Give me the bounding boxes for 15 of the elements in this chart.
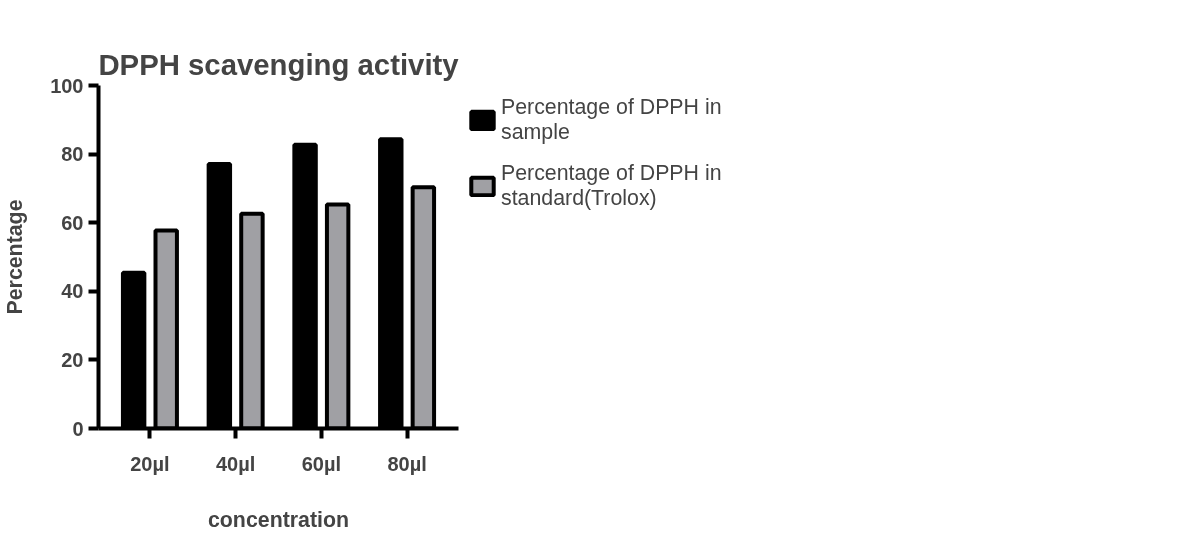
y-tick-label: 100 <box>50 74 84 97</box>
y-tick-label: 40 <box>61 280 84 303</box>
y-tick-label: 80 <box>61 143 84 166</box>
x-tick-label: 40µl <box>215 452 256 475</box>
x-axis-title: concentration <box>207 507 350 532</box>
legend-label: Percentage of DPPH in sample <box>501 95 722 145</box>
x-tick-label: 20µl <box>130 452 170 475</box>
y-tick-label: 60 <box>61 211 84 234</box>
x-tick-label: 80µl <box>387 452 427 475</box>
y-tick-label: 20 <box>61 348 84 371</box>
x-tick-label: 60µl <box>301 452 342 475</box>
chart-title: DPPH scavenging activity <box>98 47 460 81</box>
legend-label: Percentage of DPPH in standard(Trolox) <box>501 161 722 211</box>
y-axis-title: Percentage <box>3 199 28 315</box>
y-tick-label: 0 <box>72 417 84 440</box>
